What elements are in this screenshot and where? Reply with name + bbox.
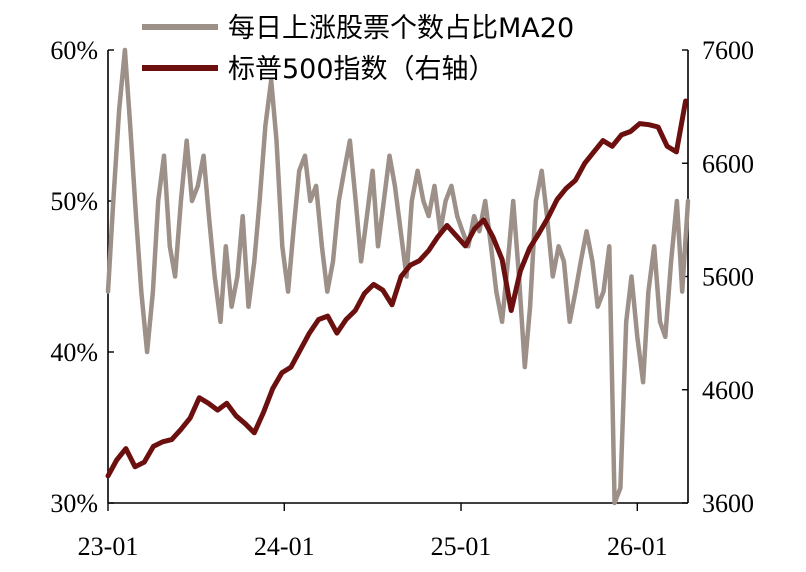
y-right-tick-label: 6600 bbox=[702, 149, 754, 178]
y-right-tick-label: 4600 bbox=[702, 376, 754, 405]
y-left-tick-label: 30% bbox=[50, 489, 98, 518]
x-tick-label: 25-01 bbox=[431, 532, 492, 561]
x-tick-label: 24-01 bbox=[254, 532, 315, 561]
y-right-tick-label: 3600 bbox=[702, 489, 754, 518]
y-right-tick-label: 7600 bbox=[702, 36, 754, 65]
legend-label: 每日上涨股票个数占比MA20 bbox=[228, 13, 574, 44]
series-layer bbox=[105, 47, 691, 506]
x-tick-label: 23-01 bbox=[78, 532, 139, 561]
rising-stocks-ratio-series bbox=[105, 47, 691, 506]
y-left-tick-label: 60% bbox=[50, 36, 98, 65]
y-left-tick-label: 40% bbox=[50, 338, 98, 367]
legend-label: 标普500指数（右轴） bbox=[228, 54, 496, 85]
x-tick-label: 26-01 bbox=[607, 532, 668, 561]
y-right-tick-label: 5600 bbox=[702, 263, 754, 292]
tick-labels: 30% 40% 50% 60% 3600 4600 5600 6600 7600 23-01 24-… bbox=[50, 36, 754, 561]
sp500-index-series bbox=[105, 98, 689, 479]
legend: 每日上涨股票个数占比MA20 标普500指数（右轴） bbox=[142, 13, 574, 85]
y-left-tick-label: 50% bbox=[50, 187, 98, 216]
